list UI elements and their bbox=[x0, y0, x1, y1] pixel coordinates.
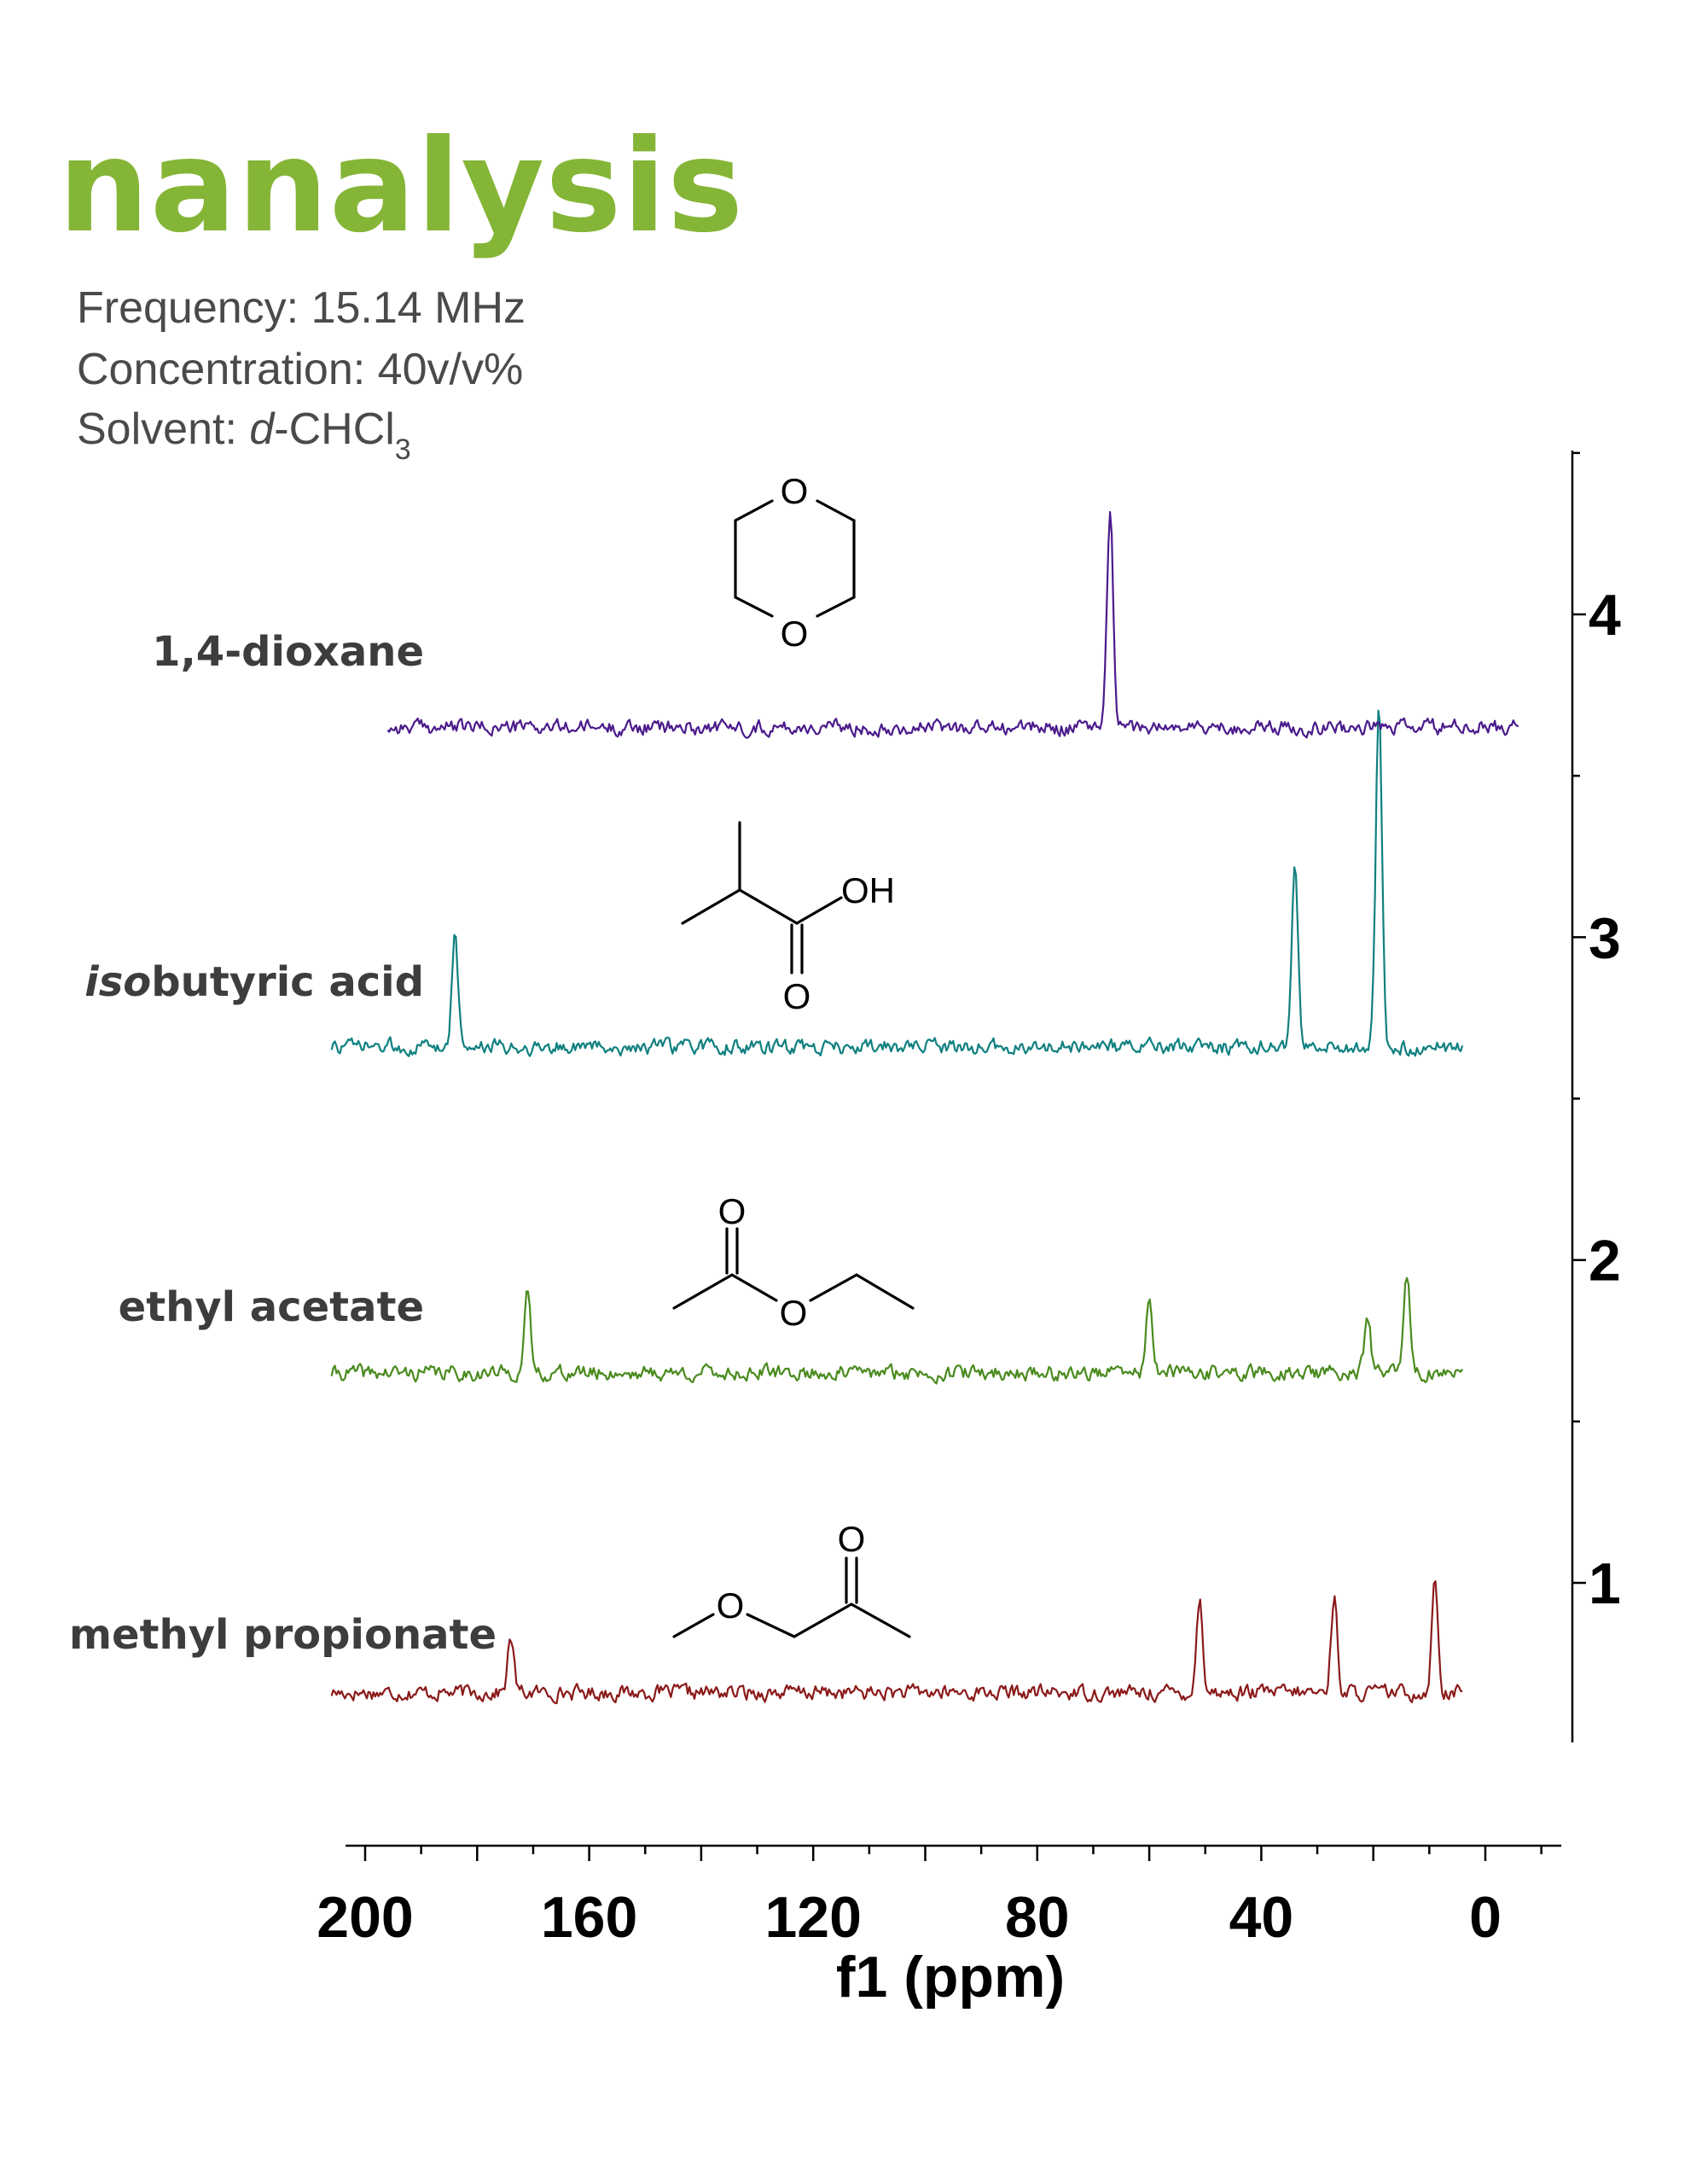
compound-label-methyl-propionate: methyl propionate bbox=[69, 1611, 497, 1659]
spectrum-line-methyl-propionate bbox=[330, 1580, 1463, 1705]
dioxane-structure: O O bbox=[734, 471, 856, 654]
compound-labels: methyl propionate ethyl acetate isobutyric… bbox=[69, 628, 497, 1659]
compound-label-main: ethyl acetate bbox=[119, 1283, 424, 1331]
frequency-text: Frequency: 15.14 MHz bbox=[77, 283, 526, 333]
dioxane-oxygen-bottom: O bbox=[781, 614, 809, 654]
concentration-text: Concentration: 40v/v% bbox=[77, 345, 523, 394]
compound-label-main: butyric acid bbox=[151, 958, 424, 1006]
spectrum-line-1-4-dioxane bbox=[386, 510, 1519, 739]
x-tick-label: 80 bbox=[1005, 1885, 1070, 1950]
y-tick-label: 3 bbox=[1589, 905, 1621, 970]
ethyl-acetate-structure: O O bbox=[672, 1191, 915, 1333]
isobutyric-hydroxyl: OH bbox=[841, 870, 895, 910]
compound-label-main: methyl propionate bbox=[69, 1611, 497, 1659]
spectra-group bbox=[330, 510, 1519, 1705]
methyl-propionate-carbonyl-oxygen: O bbox=[838, 1519, 866, 1559]
solvent-prefix: Solvent: bbox=[77, 404, 249, 454]
ethyl-acetate-carbonyl-oxygen: O bbox=[718, 1191, 747, 1231]
y-tick-label: 1 bbox=[1589, 1551, 1621, 1616]
axes-group: 200 160 120 80 40 0 f1 (ppm) 1 2 3 4 bbox=[317, 451, 1621, 2010]
compound-label-isobutyric-acid: isobutyric acid bbox=[84, 958, 424, 1006]
isobutyric-carbonyl-oxygen: O bbox=[783, 976, 811, 1016]
solvent-main: -CHCl bbox=[274, 404, 395, 454]
x-tick-label: 160 bbox=[541, 1885, 637, 1950]
solvent-text: Solvent: d-CHCl3 bbox=[77, 404, 411, 466]
spectrum-line-isobutyric-acid bbox=[330, 709, 1464, 1057]
x-tick-label: 200 bbox=[317, 1885, 413, 1950]
isobutyric-acid-structure: OH O bbox=[681, 821, 895, 1016]
solvent-subscript: 3 bbox=[395, 433, 411, 466]
x-tick-label: 0 bbox=[1469, 1885, 1502, 1950]
solvent-italic: d bbox=[249, 404, 276, 454]
methyl-propionate-ester-oxygen: O bbox=[717, 1585, 745, 1626]
dioxane-oxygen-top: O bbox=[781, 471, 809, 511]
compound-label-main: 1,4-dioxane bbox=[152, 628, 424, 676]
spectrum-line-ethyl-acetate bbox=[330, 1277, 1464, 1385]
y-tick-label: 2 bbox=[1589, 1229, 1621, 1294]
methyl-propionate-structure: O O bbox=[672, 1519, 911, 1638]
ethyl-acetate-ester-oxygen: O bbox=[780, 1293, 808, 1333]
x-axis-label: f1 (ppm) bbox=[836, 1945, 1065, 2010]
nanalysis-logo: nanalysis bbox=[58, 113, 744, 261]
compound-label-ethyl-acetate: ethyl acetate bbox=[119, 1283, 424, 1331]
x-tick-label: 120 bbox=[764, 1885, 861, 1950]
x-tick-label: 40 bbox=[1229, 1885, 1294, 1950]
y-tick-label: 4 bbox=[1589, 583, 1621, 648]
compound-label-1-4-dioxane: 1,4-dioxane bbox=[152, 628, 424, 676]
compound-label-italic: iso bbox=[84, 958, 151, 1006]
